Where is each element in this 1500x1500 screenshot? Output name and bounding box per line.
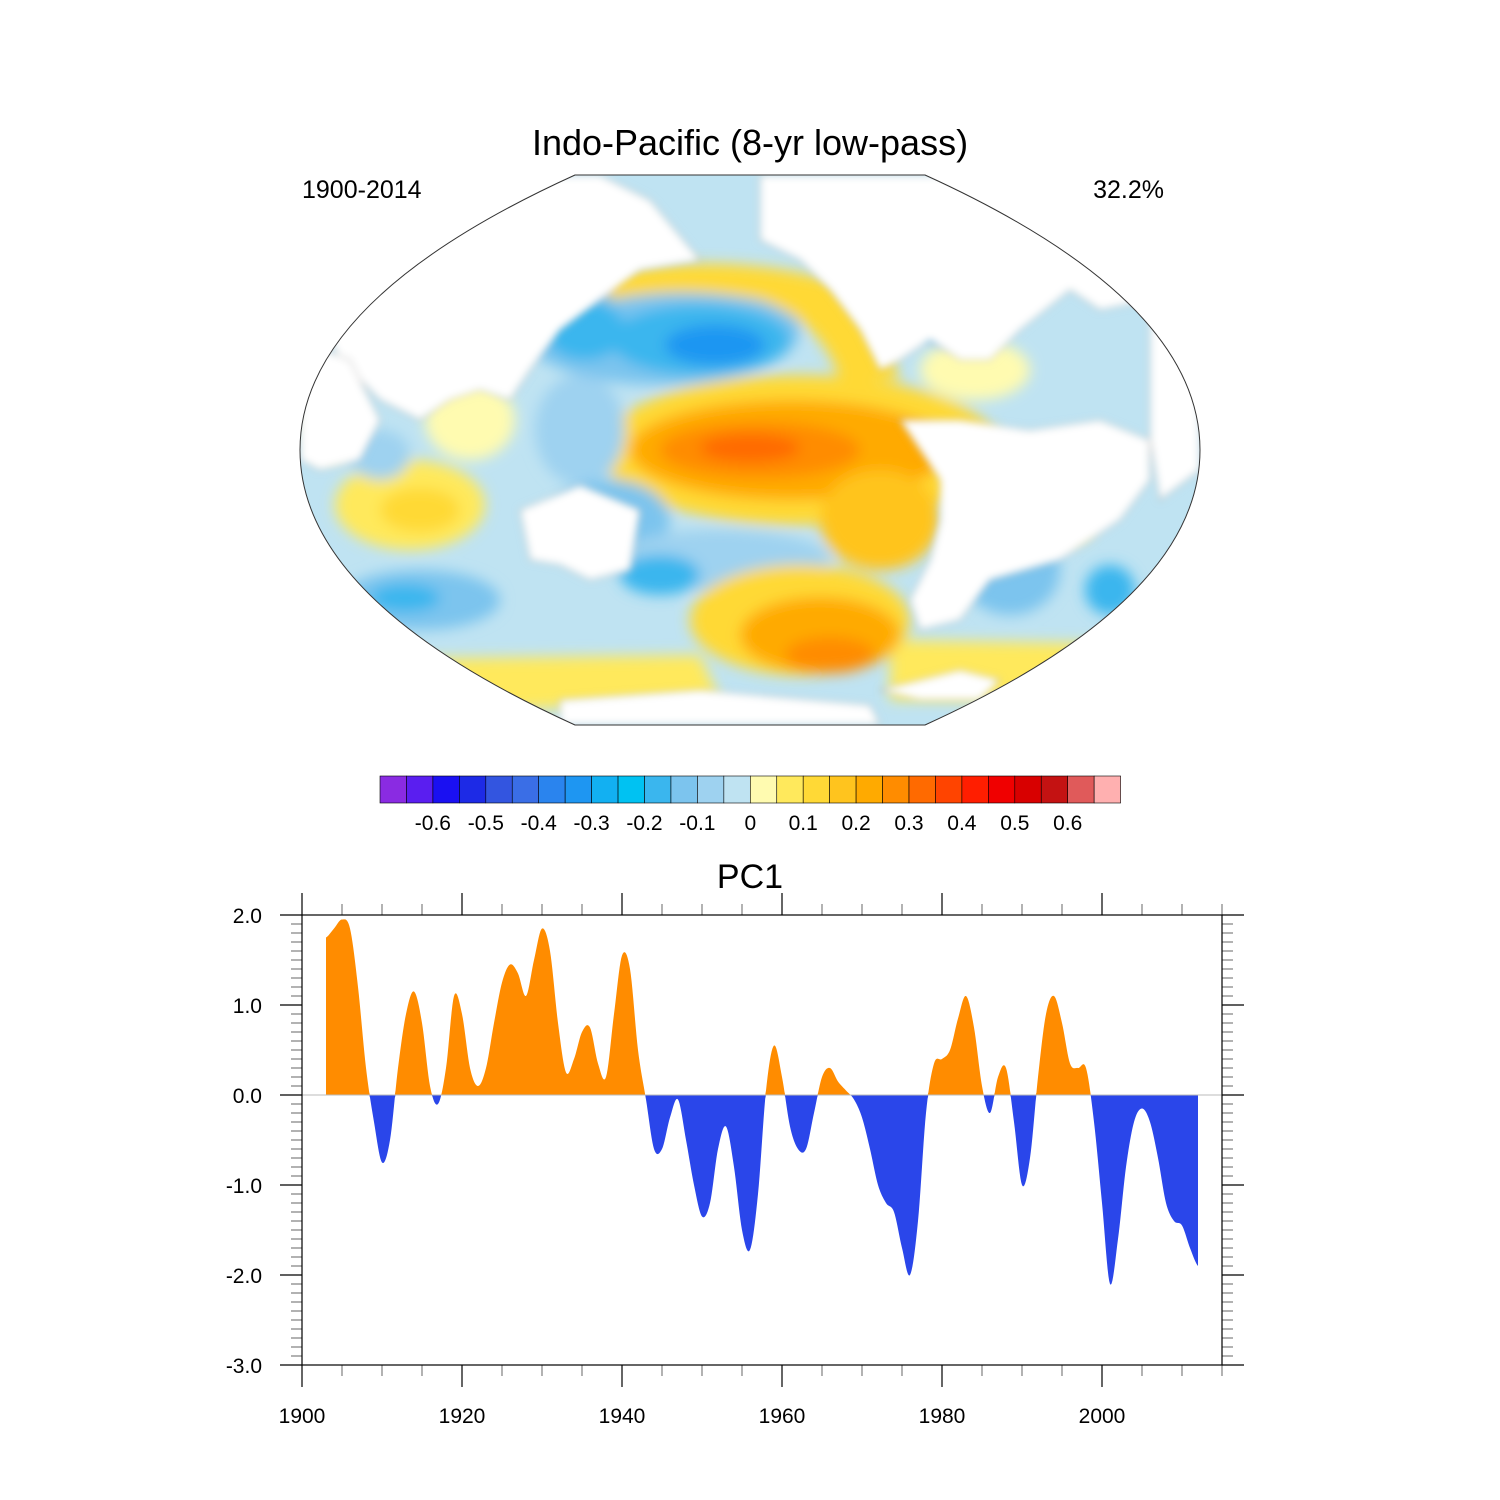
colorbar-box [697,775,725,804]
y-tick-label: -2.0 [226,1265,262,1288]
colorbar-tick-label: -0.6 [415,812,451,835]
pc-title: PC1 [716,858,784,896]
colorbar: -0.6 -0.5 -0.4 -0.3 -0.2 -0.1 0 0.1 0.2 0.3 0.4 0.5… [379,775,1121,835]
y-tick-label: -1.0 [226,1175,262,1198]
positive-area [326,919,1198,1095]
colorbar-tick-label: -0.1 [679,812,715,835]
x-tick-labels: 1900 1920 1940 1960 1980 2000 [279,1405,1126,1428]
colorbar-box [1040,775,1069,804]
colorbar-box [988,775,1016,804]
colorbar-box [591,775,619,804]
x-tick-label: 1900 [279,1405,326,1428]
x-tick-label: 1960 [759,1405,806,1428]
colorbar-box [1093,775,1121,804]
x-tick-label: 1940 [599,1405,646,1428]
colorbar-tick-label: -0.2 [626,812,662,835]
colorbar-box [961,775,989,804]
colorbar-tick-label: -0.4 [521,812,558,835]
colorbar-box [908,775,936,804]
colorbar-box [459,775,487,804]
colorbar-tick-label: 0.4 [947,812,977,835]
eof-map [299,174,1201,726]
colorbar-box [1014,775,1042,804]
y-tick-labels: 2.0 1.0 0.0 -1.0 -2.0 -3.0 [226,905,262,1378]
colorbar-box [749,775,778,804]
map-period-label: 1900-2014 [302,176,422,204]
colorbar-box [935,775,963,804]
colorbar-box [379,775,407,804]
colorbar-box [855,775,883,804]
colorbar-box [485,775,513,804]
colorbar-box [723,775,751,804]
colorbar-boxes [379,775,1121,804]
axis-ticks [280,893,1244,1387]
colorbar-tick-label: 0.6 [1053,812,1082,835]
colorbar-box [670,775,698,804]
colorbar-tick-label: 0.5 [1000,812,1029,835]
map-variance-label: 32.2% [1093,176,1164,204]
colorbar-box [776,775,804,804]
colorbar-tick-label: -0.5 [468,812,504,835]
colorbar-tick-label: 0.1 [789,812,818,835]
y-tick-label: 2.0 [233,905,262,928]
colorbar-tick-label: -0.3 [574,812,610,835]
y-tick-label: 1.0 [233,995,262,1018]
colorbar-box [538,775,566,804]
colorbar-box [829,775,857,804]
map-title: Indo-Pacific (8-yr low-pass) [531,122,969,163]
colorbar-labels: -0.6 -0.5 -0.4 -0.3 -0.2 -0.1 0 0.1 0.2 0.3 0.4 0.5… [415,812,1082,835]
colorbar-box [564,775,592,804]
colorbar-box [511,775,540,804]
negative-area [326,1095,1198,1285]
y-tick-label: 0.0 [233,1085,262,1108]
colorbar-box [432,775,460,804]
colorbar-tick-label: 0 [744,812,756,835]
colorbar-box [644,775,672,804]
colorbar-tick-label: 0.3 [894,812,923,835]
pc1-area [326,919,1198,1285]
x-tick-label: 1980 [919,1405,966,1428]
colorbar-box [882,775,910,804]
colorbar-box [406,775,434,804]
x-tick-label: 2000 [1079,1405,1126,1428]
colorbar-tick-label: 0.2 [841,812,870,835]
x-tick-label: 1920 [439,1405,486,1428]
y-tick-label: -3.0 [226,1355,262,1378]
map-border [299,174,1201,726]
colorbar-box [802,775,830,804]
